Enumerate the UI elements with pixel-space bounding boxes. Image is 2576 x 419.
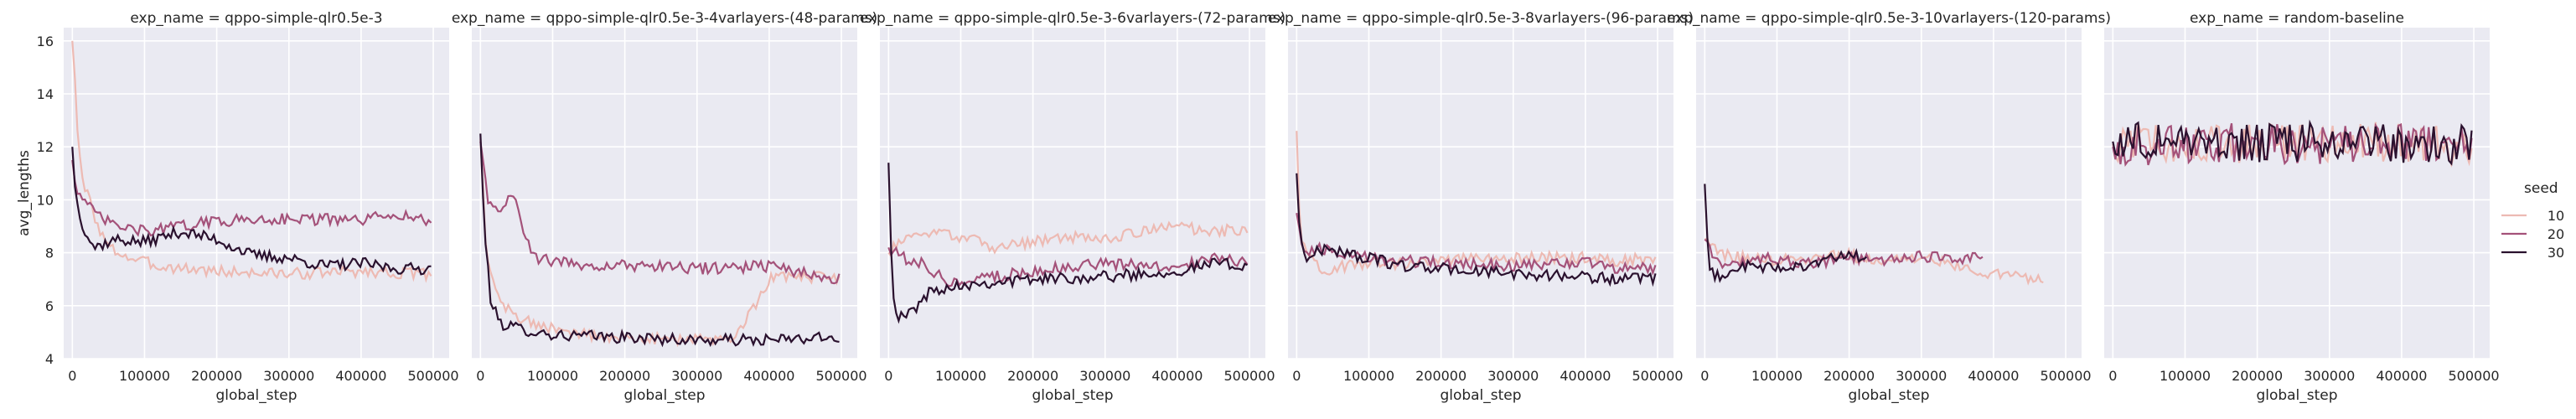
x-tick-label: 500000 <box>816 368 867 384</box>
facet-panel-1: exp_name = qppo-simple-qlr0.5e-3 0 100000 2… <box>16 10 459 404</box>
series-line-seed-20 <box>1704 238 1984 271</box>
y-tick-label: 10 <box>37 192 54 208</box>
legend-label-10: 10 <box>2548 208 2564 224</box>
x-axis-label: global_step <box>1032 387 1113 404</box>
x-tick-label: 300000 <box>671 368 722 384</box>
y-tick-label: 14 <box>37 86 54 102</box>
x-tick-label: 400000 <box>743 368 794 384</box>
x-tick-label: 500000 <box>2041 368 2092 384</box>
x-tick-label: 0 <box>884 368 892 384</box>
x-tick-label: 100000 <box>1343 368 1394 384</box>
panel-background <box>1696 28 2082 359</box>
x-tick-label: 300000 <box>1487 368 1539 384</box>
facet-panel-2: exp_name = qppo-simple-qlr0.5e-3-4varlay… <box>452 10 877 404</box>
x-tick-label: 200000 <box>599 368 650 384</box>
x-tick-label: 400000 <box>1560 368 1611 384</box>
facet-title: exp_name = qppo-simple-qlr0.5e-3-6varlay… <box>860 10 1285 27</box>
x-tick-label: 0 <box>68 368 76 384</box>
x-axis-label: global_step <box>2256 387 2337 404</box>
x-tick-label: 0 <box>476 368 484 384</box>
x-axis-label: global_step <box>215 387 297 404</box>
x-axis-label: global_step <box>1440 387 1521 404</box>
y-axis-label: avg_lengths <box>16 150 33 236</box>
x-tick-label: 100000 <box>935 368 986 384</box>
x-axis-label: global_step <box>623 387 705 404</box>
x-tick-label: 100000 <box>527 368 578 384</box>
x-tick-label: 500000 <box>408 368 459 384</box>
facet-panel-6: exp_name = random-baseline 0 100000 200000 3… <box>2104 10 2500 404</box>
facet-title: exp_name = qppo-simple-qlr0.5e-3 <box>130 10 382 27</box>
facet-title: exp_name = qppo-simple-qlr0.5e-3-10varla… <box>1667 10 2111 27</box>
x-tick-label: 200000 <box>2232 368 2283 384</box>
x-tick-label: 400000 <box>2376 368 2427 384</box>
series-line-seed-20 <box>479 141 841 285</box>
legend-label-30: 30 <box>2548 245 2564 261</box>
x-tick-label: 300000 <box>1079 368 1130 384</box>
x-tick-label: 500000 <box>1224 368 1275 384</box>
series-line-seed-30 <box>71 147 432 276</box>
x-tick-label: 100000 <box>119 368 170 384</box>
series-line-seed-30 <box>479 133 840 348</box>
x-tick-label: 400000 <box>335 368 386 384</box>
y-tick-label: 6 <box>45 298 54 314</box>
x-tick-label: 100000 <box>1751 368 1803 384</box>
series-line-seed-30 <box>1296 173 1657 287</box>
y-tick-label: 16 <box>37 34 54 49</box>
facet-panel-3: exp_name = qppo-simple-qlr0.5e-3-6varlay… <box>860 10 1285 404</box>
x-tick-label: 300000 <box>263 368 314 384</box>
facet-panel-5: exp_name = qppo-simple-qlr0.5e-3-10varla… <box>1667 10 2111 404</box>
series-line-seed-20 <box>887 246 1249 287</box>
legend-title: seed <box>2524 180 2558 197</box>
panel-background <box>472 28 857 359</box>
x-tick-label: 0 <box>1700 368 1709 384</box>
legend-label-20: 20 <box>2548 226 2564 242</box>
legend: seed 10 20 30 <box>2501 180 2564 261</box>
x-tick-label: 300000 <box>2304 368 2355 384</box>
x-tick-label: 100000 <box>2160 368 2211 384</box>
x-tick-label: 300000 <box>1896 368 1947 384</box>
x-tick-label: 400000 <box>1968 368 2019 384</box>
x-tick-label: 200000 <box>1415 368 1466 384</box>
x-axis-label: global_step <box>1848 387 1929 404</box>
x-tick-label: 0 <box>2108 368 2117 384</box>
x-tick-label: 400000 <box>1151 368 1203 384</box>
series-line-seed-30 <box>887 163 1248 324</box>
facet-title: exp_name = qppo-simple-qlr0.5e-3-8varlay… <box>1268 10 1694 27</box>
y-tick-label: 8 <box>45 246 54 261</box>
series-line-seed-20 <box>71 159 432 237</box>
panel-background <box>2104 28 2490 359</box>
series-line-seed-10 <box>887 220 1249 259</box>
series-line-seed-10 <box>1296 131 1657 276</box>
facet-title: exp_name = qppo-simple-qlr0.5e-3-4varlay… <box>452 10 877 27</box>
panel-background <box>1288 28 1673 359</box>
x-tick-label: 200000 <box>1007 368 1058 384</box>
y-tick-label: 12 <box>37 139 54 155</box>
series-line-seed-30 <box>1704 184 1867 284</box>
x-tick-label: 500000 <box>1632 368 1684 384</box>
series-line-seed-10 <box>71 40 432 283</box>
panel-background <box>880 28 1265 359</box>
y-tick-label: 4 <box>45 351 54 367</box>
facet-panel-4: exp_name = qppo-simple-qlr0.5e-3-8varlay… <box>1268 10 1694 404</box>
x-tick-label: 0 <box>1292 368 1301 384</box>
series-line-seed-30 <box>2112 119 2473 166</box>
series-line-seed-20 <box>2112 122 2473 168</box>
x-tick-label: 500000 <box>2449 368 2500 384</box>
facet-title: exp_name = random-baseline <box>2190 10 2404 27</box>
x-tick-label: 200000 <box>1823 368 1875 384</box>
panel-background <box>64 28 449 359</box>
x-tick-label: 200000 <box>191 368 242 384</box>
